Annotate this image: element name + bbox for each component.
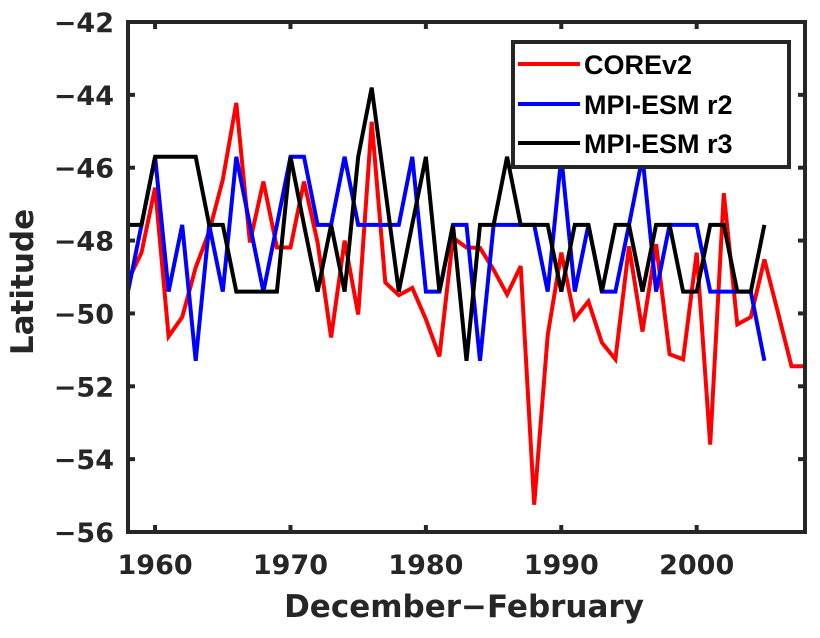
series-line-corev2 <box>126 102 805 505</box>
y-tick-label: −46 <box>54 154 114 185</box>
y-tick-label: −44 <box>54 81 114 112</box>
axes <box>126 20 807 534</box>
legend-label-corev2: COREv2 <box>584 50 692 80</box>
x-tick-label: 1980 <box>388 550 463 581</box>
legend-label-mpi-esm-r3: MPI-ESM r3 <box>584 129 733 159</box>
y-axis-label: Latitude <box>5 209 41 355</box>
y-tick-label: −52 <box>54 372 114 403</box>
y-tick-label: −56 <box>54 518 114 549</box>
y-tick-label: −42 <box>54 8 114 39</box>
plot-frame <box>126 20 807 534</box>
x-axis-label: December−February <box>284 589 644 625</box>
legend: COREv2 MPI-ESM r2 MPI-ESM r3 <box>511 40 791 169</box>
series-line-mpi-esm-r3 <box>128 87 767 361</box>
legend-label-mpi-esm-r2: MPI-ESM r2 <box>584 90 733 120</box>
x-tick-label: 1960 <box>118 550 193 581</box>
x-tick-label: 1990 <box>524 550 599 581</box>
x-tick-label: 1970 <box>253 550 328 581</box>
y-tick-label: −50 <box>54 299 114 330</box>
series-layer <box>126 87 805 505</box>
y-tick-label: −48 <box>54 227 114 258</box>
x-tick-label: 2000 <box>659 550 734 581</box>
tick-labels: 1960 1970 1980 1990 2000 −42 −44 −46 −48 −50 −52 −5… <box>54 8 734 581</box>
y-tick-label: −54 <box>54 445 114 476</box>
